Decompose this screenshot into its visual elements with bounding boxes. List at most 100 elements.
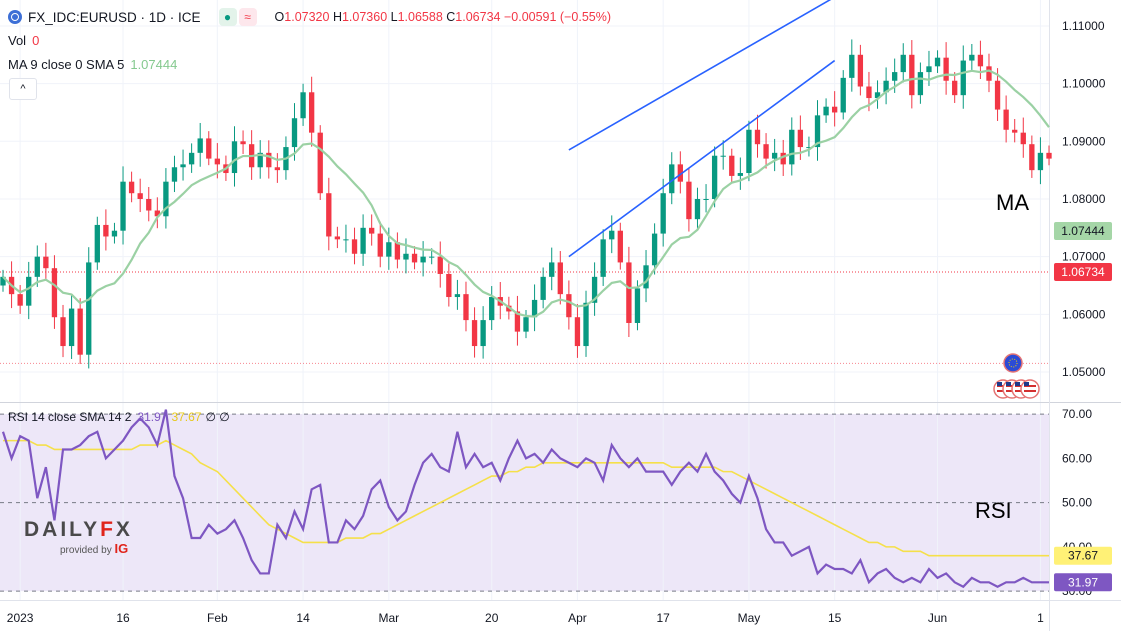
market-status-pill[interactable]: ● ≈ <box>218 8 257 26</box>
candle-body <box>171 167 178 182</box>
rsi-value-badge-text: 31.97 <box>1068 575 1098 589</box>
us-flag-canton-icon <box>1024 382 1029 386</box>
candle-body <box>969 54 975 61</box>
ma-price-badge-text: 1.07444 <box>1061 224 1105 238</box>
candle-body <box>68 308 75 347</box>
candle-body <box>214 158 221 165</box>
channel-upper-line <box>568 0 832 151</box>
candle-body <box>857 54 864 87</box>
candle-body <box>574 317 581 347</box>
candle-body <box>866 86 872 99</box>
candle-body <box>180 164 186 168</box>
candle-body <box>634 288 641 323</box>
logo-ig: IG <box>114 541 129 556</box>
ma-legend[interactable]: MA 9 close 0 SMA 5 1.07444 <box>8 57 177 72</box>
candle-body <box>900 54 906 73</box>
candle-body <box>514 311 521 332</box>
candle-body <box>308 92 315 133</box>
volume-label: Vol <box>8 33 27 48</box>
candle-body <box>1029 144 1035 171</box>
candle-body <box>343 239 349 241</box>
us-flag-canton-icon <box>997 382 1002 386</box>
logo-brand-left: DAILY <box>24 518 101 541</box>
candle-body <box>34 256 40 277</box>
high-value: 1.07360 <box>341 10 388 24</box>
volume-legend[interactable]: Vol 0 <box>8 33 39 48</box>
event-icons <box>993 353 1040 399</box>
candle-body <box>780 152 786 165</box>
candle-body <box>797 129 804 148</box>
candle-body <box>1037 152 1044 171</box>
candle-body <box>300 92 306 119</box>
rsi-tick-label: 50.00 <box>1062 496 1092 510</box>
low-value: 1.06588 <box>397 10 443 24</box>
candle-body <box>291 118 298 148</box>
candle-body <box>617 230 623 263</box>
dailyfx-logo: DAILYFX provided by IG <box>24 518 133 556</box>
candle-body <box>429 256 435 258</box>
candle-body <box>960 60 966 96</box>
low-label: L <box>390 10 398 24</box>
candle-body <box>240 141 246 145</box>
candle-body <box>480 320 486 347</box>
candle-body <box>463 294 469 321</box>
price-tick-label: 1.08000 <box>1062 192 1106 206</box>
rsi-sma-line <box>3 439 1049 557</box>
candle-body <box>626 262 632 323</box>
candle-body <box>729 155 735 176</box>
candle-body <box>1020 132 1026 145</box>
rsi-tick-label: 70.00 <box>1062 407 1092 421</box>
x-tick-label: 16 <box>116 611 130 625</box>
ma-price-badge: 1.07444 <box>1054 222 1112 241</box>
last-price-badge-text: 1.06734 <box>1061 265 1105 279</box>
candle-body <box>540 276 546 300</box>
globe-icon <box>8 10 22 24</box>
market-open-icon: ● <box>218 8 237 26</box>
change-value: −0.00591 (−0.55%) <box>503 10 611 24</box>
rsi-sma-badge-text: 37.67 <box>1068 549 1098 563</box>
candle-body <box>77 308 83 355</box>
rsi-value-badge-bg <box>1054 573 1112 592</box>
candle-body <box>883 80 889 93</box>
rsi-legend[interactable]: RSI 14 close SMA 14 2 31.97 37.67 ∅ ∅ <box>8 410 230 424</box>
candle-body <box>660 193 666 234</box>
open-value: 1.07320 <box>284 10 330 24</box>
rsi-legend-label: RSI 14 close SMA 14 2 <box>8 410 132 424</box>
annotation-rsi: RSI <box>975 498 1012 523</box>
candle-body <box>720 155 726 157</box>
candle-body <box>917 72 924 96</box>
rsi-legend-value: 31.97 <box>137 410 168 424</box>
candle-body <box>51 268 58 318</box>
high-label: H <box>332 10 342 24</box>
candle-body <box>531 299 538 318</box>
candle-body <box>377 233 383 257</box>
wave-icon: ≈ <box>238 8 257 26</box>
rsi-value-badge: 31.97 <box>1054 573 1112 592</box>
ohlc-readout: O1.07320 H1.07360 L1.06588 C1.06734 −0.0… <box>275 10 611 24</box>
x-tick-label: 17 <box>657 611 671 625</box>
candle-body <box>600 239 606 277</box>
us-flag-canton-icon <box>1015 382 1020 386</box>
x-tick-label: 2023 <box>7 611 34 625</box>
candle-body <box>163 181 169 217</box>
close-value: 1.06734 <box>455 10 501 24</box>
candle-body <box>926 66 932 73</box>
x-tick-label: 14 <box>296 611 310 625</box>
candle-body <box>892 72 898 81</box>
collapse-legend-button[interactable]: ^ <box>9 78 37 100</box>
candle-body <box>206 138 212 159</box>
symbol-title[interactable]: FX_IDC:EURUSD · 1D · ICE <box>28 9 201 25</box>
candle-body <box>1003 109 1009 130</box>
price-tick-label: 1.07000 <box>1062 250 1106 264</box>
x-tick-label: 1 <box>1037 611 1044 625</box>
candle-body <box>711 155 718 199</box>
ma-legend-label: MA 9 close 0 SMA 5 <box>8 57 125 72</box>
candle-body <box>274 167 281 171</box>
ma-line <box>2 69 1050 318</box>
candle-body <box>197 138 203 153</box>
candle-body <box>609 230 615 240</box>
rsi-sma-badge: 37.67 <box>1054 546 1112 565</box>
last-price-badge-bg <box>1054 262 1112 281</box>
symbol-legend: FX_IDC:EURUSD · 1D · ICE ● ≈ O1.07320 H1… <box>8 8 611 26</box>
